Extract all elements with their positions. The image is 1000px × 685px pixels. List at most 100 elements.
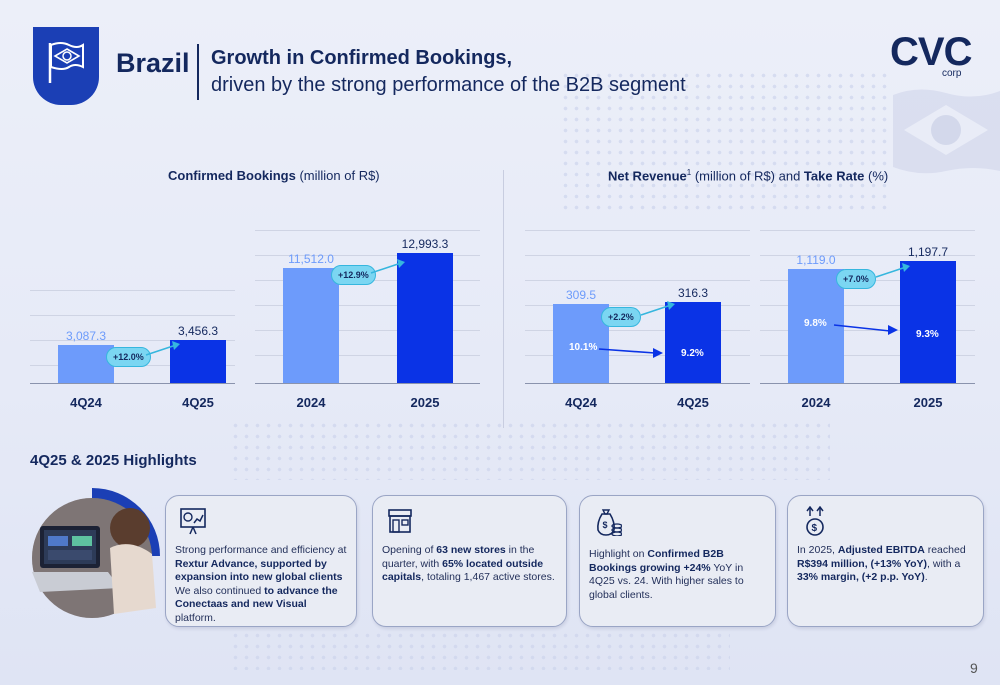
chart-x-label: 2024 <box>801 395 831 410</box>
take-rate-label: 9.2% <box>681 348 704 359</box>
growth-arrow-icon <box>640 301 675 316</box>
highlight-card: Strong performance and efficiency at Rex… <box>165 495 357 627</box>
chart-title-bookings: Confirmed Bookings (million of R$) <box>168 168 380 183</box>
chart-gridline <box>760 230 975 231</box>
chart-x-label: 2025 <box>410 395 440 410</box>
presentation-chart-icon <box>180 508 206 535</box>
chart-bar-4q25 <box>170 340 226 383</box>
chart-value-label: 3,087.3 <box>65 329 107 343</box>
chart-gridline <box>525 255 750 256</box>
money-bag-icon: $ <box>597 509 622 536</box>
chart-gridline <box>525 330 750 331</box>
chart-bar-4q24 <box>553 304 609 383</box>
dot-pattern-decoration <box>230 630 730 670</box>
chart-axis <box>760 383 975 384</box>
dollar-up-icon: $ <box>806 506 824 536</box>
company-logo: CVC <box>890 30 972 74</box>
footnote-marker: 1 <box>686 168 692 177</box>
chart-value-label: 309.5 <box>565 288 597 302</box>
chart-value-label: 11,512.0 <box>288 252 334 266</box>
chart-gridline <box>525 230 750 231</box>
chart-gridline <box>760 330 975 331</box>
take-rate-arrow-icon <box>833 324 898 335</box>
chart-title-bold: Net Revenue <box>608 168 687 184</box>
growth-pill: +12.0% <box>106 347 151 367</box>
take-rate-label: 9.3% <box>916 329 939 340</box>
country-flag-badge <box>33 27 99 105</box>
company-logo-sub: corp <box>942 68 962 79</box>
chart-gridline <box>525 280 750 281</box>
chart-gridline <box>255 230 480 231</box>
growth-pill: +12.9% <box>331 265 376 285</box>
chart-gridline <box>255 330 480 331</box>
highlight-card-text: In 2025, Adjusted EBITDA reached R$394 m… <box>797 544 966 583</box>
highlight-card: $ In 2025, Adjusted EBITDA reached R$394 … <box>787 495 984 627</box>
svg-text:$: $ <box>603 520 608 530</box>
highlight-card: $ Highlight on Confirmed B2B Bookings gro… <box>579 495 776 627</box>
svg-text:$: $ <box>812 523 818 534</box>
chart-axis <box>255 383 480 384</box>
chart-gridline <box>255 355 480 356</box>
chart-title-rest: (%) <box>864 168 889 184</box>
page-number: 9 <box>970 660 978 676</box>
chart-gridline <box>760 255 975 256</box>
chart-gridline <box>30 340 235 341</box>
brazil-flag-icon <box>48 42 84 83</box>
chart-gridline <box>760 305 975 306</box>
chart-x-label: 4Q25 <box>182 395 214 410</box>
chart-x-label: 4Q24 <box>565 395 597 410</box>
take-rate-label: 10.1% <box>569 342 598 353</box>
waving-flag-decoration <box>893 89 1000 174</box>
chart-bar-4q24 <box>58 345 114 383</box>
chart-gridline <box>30 290 235 291</box>
growth-pill: +2.2% <box>601 307 641 327</box>
chart-value-label: 12,993.3 <box>401 237 449 251</box>
chart-title-bold: Confirmed Bookings <box>168 168 296 183</box>
growth-arrow-icon <box>875 263 910 278</box>
chart-axis <box>525 383 750 384</box>
highlight-card: Opening of 63 new stores in the quarter,… <box>372 495 567 627</box>
chart-gridline <box>760 355 975 356</box>
take-rate-label: 9.8% <box>804 318 827 329</box>
chart-title-mid: (million of R$) and <box>691 168 804 184</box>
chart-x-label: 4Q25 <box>677 395 709 410</box>
highlight-card-text: Strong performance and efficiency at Rex… <box>175 544 347 624</box>
dot-pattern-decoration <box>230 420 830 480</box>
header-divider <box>197 44 199 100</box>
growth-pill: +7.0% <box>836 269 876 289</box>
chart-bar-2024 <box>283 268 339 383</box>
chart-value-label: 1,197.7 <box>907 245 949 259</box>
chart-gridline <box>255 305 480 306</box>
chart-bar-4q25 <box>665 302 721 383</box>
chart-x-label: 4Q24 <box>70 395 102 410</box>
chart-title-bold2: Take Rate <box>803 168 865 184</box>
store-icon <box>388 509 412 533</box>
highlight-card-text: Opening of 63 new stores in the quarter,… <box>382 544 555 583</box>
country-name: Brazil <box>116 48 190 78</box>
chart-bar-2025 <box>900 261 956 383</box>
page-subtitle: driven by the strong performance of the … <box>211 74 686 96</box>
chart-gridline <box>525 305 750 306</box>
chart-x-label: 2025 <box>913 395 943 410</box>
chart-bar-2025 <box>397 253 453 383</box>
growth-arrow-icon <box>370 259 405 274</box>
growth-arrow-icon <box>145 341 180 356</box>
dot-pattern-decoration <box>560 70 890 210</box>
chart-gridline <box>525 355 750 356</box>
chart-title-rest: (million of R$) <box>295 168 380 183</box>
chart-axis <box>30 383 235 384</box>
section-divider <box>503 170 504 428</box>
highlight-card-text: Highlight on Confirmed B2B Bookings grow… <box>589 548 744 601</box>
highlights-title: 4Q25 & 2025 Highlights <box>30 452 197 469</box>
chart-value-label: 3,456.3 <box>177 324 219 338</box>
chart-value-label: 1,119.0 <box>796 253 836 267</box>
chart-x-label: 2024 <box>296 395 326 410</box>
take-rate-arrow-icon <box>598 348 663 358</box>
person-laptop-photo <box>32 488 160 618</box>
chart-bar-2024 <box>788 269 844 383</box>
page-title: Growth in Confirmed Bookings, <box>211 47 513 69</box>
chart-gridline <box>30 315 235 316</box>
chart-gridline <box>255 255 480 256</box>
chart-title-net-revenue: Net Revenue1 (million of R$) and Take Ra… <box>608 168 888 183</box>
chart-value-label: 316.3 <box>677 286 709 300</box>
